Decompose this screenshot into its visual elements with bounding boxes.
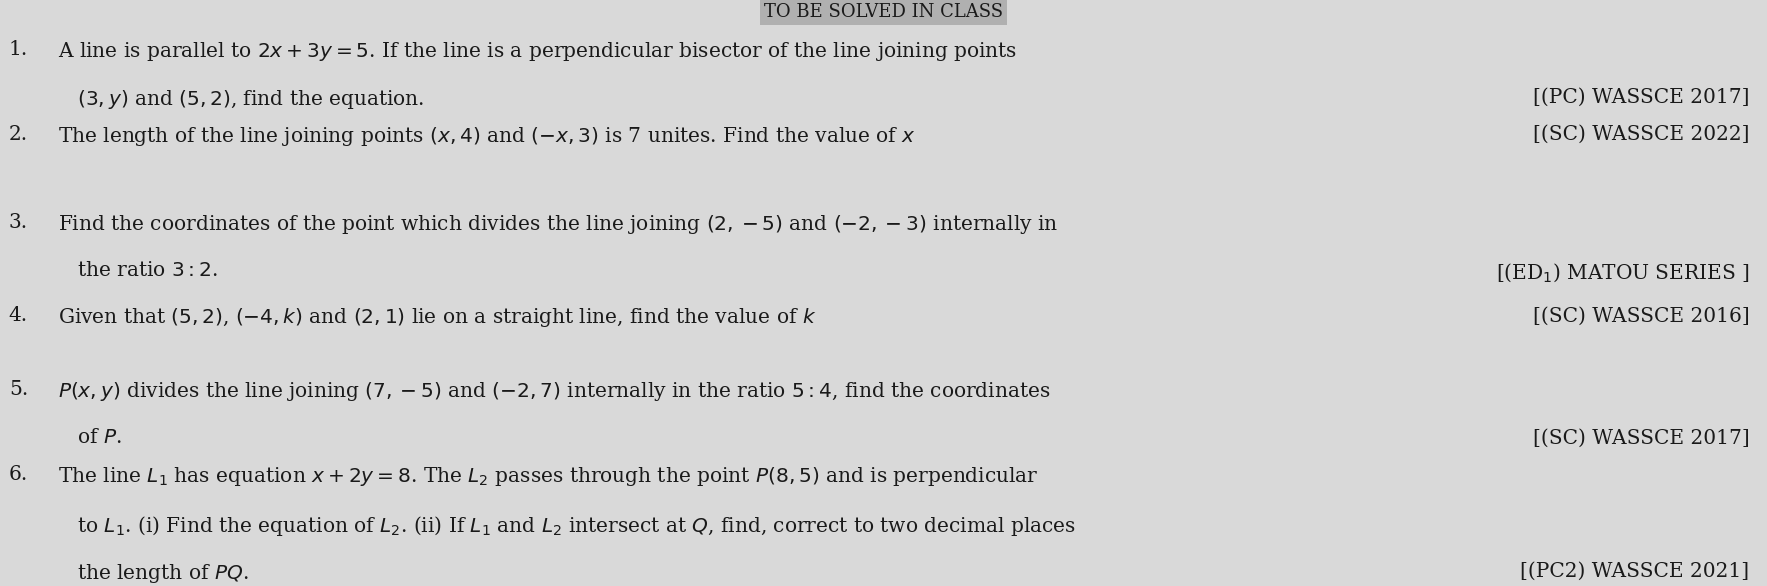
Text: the length of $PQ$.: the length of $PQ$. [58, 562, 249, 585]
Text: Given that $(5, 2)$, $(-4, k)$ and $(2, 1)$ lie on a straight line, find the val: Given that $(5, 2)$, $(-4, k)$ and $(2, … [58, 306, 816, 329]
Text: 3.: 3. [9, 213, 28, 232]
Text: 2.: 2. [9, 125, 28, 144]
Text: to $L_1$. (i) Find the equation of $L_2$. (ii) If $L_1$ and $L_2$ intersect at $: to $L_1$. (i) Find the equation of $L_2$… [58, 513, 1076, 537]
Text: [(SC) WASSCE 2017]: [(SC) WASSCE 2017] [1532, 428, 1749, 448]
Text: [(SC) WASSCE 2022]: [(SC) WASSCE 2022] [1532, 125, 1749, 144]
Text: 1.: 1. [9, 40, 28, 59]
Text: [(SC) WASSCE 2016]: [(SC) WASSCE 2016] [1532, 306, 1749, 325]
Text: [(PC) WASSCE 2017]: [(PC) WASSCE 2017] [1532, 88, 1749, 107]
Text: The line $L_1$ has equation $x + 2y = 8$. The $L_2$ passes through the point $P(: The line $L_1$ has equation $x + 2y = 8$… [58, 465, 1039, 488]
Text: 6.: 6. [9, 465, 28, 485]
Text: 4.: 4. [9, 306, 28, 325]
Text: A line is parallel to $2x + 3y = 5$. If the line is a perpendicular bisector of : A line is parallel to $2x + 3y = 5$. If … [58, 40, 1018, 63]
Text: TO BE SOLVED IN CLASS: TO BE SOLVED IN CLASS [763, 3, 1004, 21]
Text: The length of the line joining points $(x, 4)$ and $(-x, 3)$ is 7 unites. Find t: The length of the line joining points $(… [58, 125, 915, 148]
Text: the ratio $3 : 2$.: the ratio $3 : 2$. [58, 261, 219, 280]
Text: $P(x, y)$ divides the line joining $(7, -5)$ and $(-2, 7)$ internally in the rat: $P(x, y)$ divides the line joining $(7, … [58, 380, 1051, 403]
Text: [(PC2) WASSCE 2021]: [(PC2) WASSCE 2021] [1520, 562, 1749, 581]
Text: 5.: 5. [9, 380, 28, 399]
Text: of $P$.: of $P$. [58, 428, 122, 448]
Text: $(3, y)$ and $(5, 2)$, find the equation.: $(3, y)$ and $(5, 2)$, find the equation… [58, 88, 424, 111]
Text: [(ED$_1$) MATOU SERIES ]: [(ED$_1$) MATOU SERIES ] [1497, 261, 1749, 284]
Text: Find the coordinates of the point which divides the line joining $(2, -5)$ and $: Find the coordinates of the point which … [58, 213, 1058, 236]
